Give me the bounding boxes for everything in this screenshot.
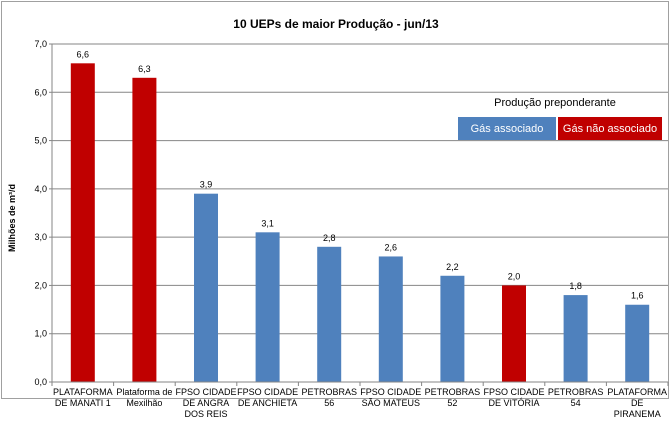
axes	[51, 44, 669, 386]
category-label: FPSO CIDADE DE ANGRA DOS REIS	[175, 387, 236, 419]
data-label: 6,3	[138, 64, 151, 74]
category-label: FPSO CIDADE SÃO MATEUS	[360, 387, 421, 408]
category-label: PLATAFORMA DE MANATI 1	[53, 387, 113, 408]
category-label: PETROBRAS 52	[425, 387, 481, 408]
legend-swatch-nao-associado	[558, 117, 662, 140]
bar	[70, 63, 95, 383]
data-label: 1,6	[631, 291, 644, 301]
data-label: 2,0	[508, 271, 521, 281]
category-label: PETROBRAS 56	[301, 387, 357, 408]
data-label: 3,1	[261, 218, 274, 228]
data-labels: 6,6 6,3 3,9 3,1 2,8 2,6 2,2 2,0 1,8 1,6	[77, 49, 644, 300]
legend-swatch-associado	[458, 117, 556, 140]
bar	[440, 275, 465, 382]
data-label: 2,6	[385, 242, 398, 252]
bar	[255, 232, 280, 382]
legend-title: Produção preponderante	[494, 97, 616, 109]
y-tick-label: 2,0	[34, 280, 47, 290]
y-tick-label: 0,0	[34, 377, 47, 387]
chart-frame	[1, 1, 669, 399]
category-label: FPSO CIDADE DE ANCHIETA	[237, 387, 298, 408]
bar	[378, 256, 403, 382]
y-tick-label: 6,0	[34, 87, 47, 97]
category-label: Plataforma de Mexilhão	[116, 387, 172, 408]
y-axis-label: Milhões de m³/d	[7, 184, 17, 252]
y-axis-ticks: 0,0 1,0 2,0 3,0 4,0 5,0 6,0 7,0	[34, 39, 52, 387]
data-label: 6,6	[77, 49, 90, 59]
data-label: 2,8	[323, 233, 336, 243]
y-tick-label: 4,0	[34, 184, 47, 194]
chart-title: 10 UEPs de maior Produção - jun/13	[233, 17, 439, 31]
legend-label-nao-associado: Gás não associado	[563, 123, 657, 135]
legend: Produção preponderante Gás associado Gás…	[458, 97, 662, 140]
bar	[563, 295, 588, 382]
bar	[194, 193, 218, 382]
y-tick-label: 1,0	[34, 329, 47, 339]
bar	[502, 285, 526, 382]
y-tick-label: 3,0	[34, 232, 47, 242]
category-label: PETROBRAS 54	[548, 387, 604, 408]
data-label: 3,9	[200, 180, 213, 190]
bar	[132, 77, 157, 383]
data-label: 2,2	[446, 262, 459, 272]
legend-label-associado: Gás associado	[471, 123, 544, 135]
category-label: PLATAFORMA DE PIRANEMA	[607, 387, 667, 419]
category-label: FPSO CIDADE DE VITÓRIA	[483, 387, 544, 408]
y-tick-label: 5,0	[34, 136, 47, 146]
bars	[70, 63, 650, 383]
data-label: 1,8	[569, 281, 582, 291]
y-tick-label: 7,0	[34, 39, 47, 49]
bar	[625, 304, 650, 382]
bar	[317, 246, 342, 382]
